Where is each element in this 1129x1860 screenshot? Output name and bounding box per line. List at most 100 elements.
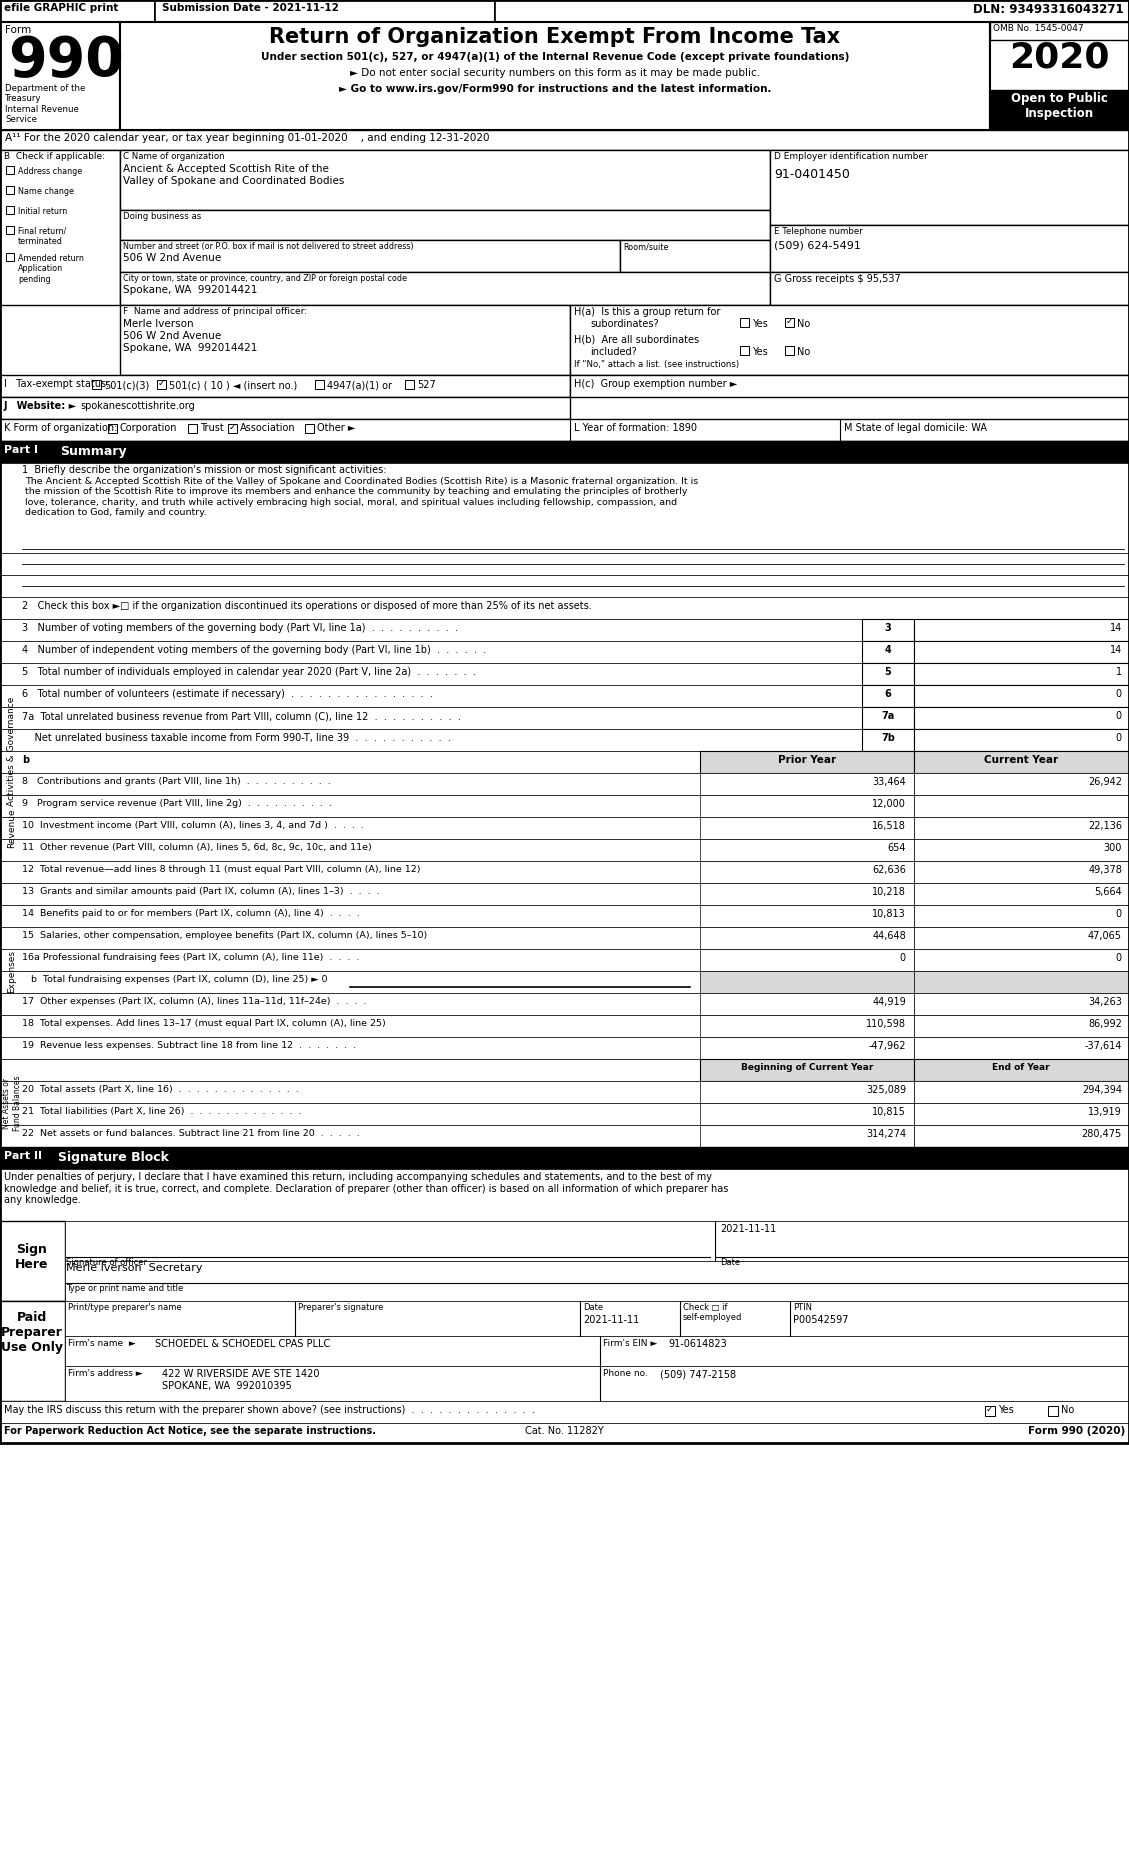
Text: DLN: 93493316043271: DLN: 93493316043271 [973, 4, 1124, 17]
Bar [120, 305, 570, 376]
Text: 44,648: 44,648 [873, 932, 905, 941]
Text: 0: 0 [1115, 711, 1122, 722]
Text: May the IRS discuss this return with the preparer shown above? (see instructions: May the IRS discuss this return with the… [5, 1404, 535, 1415]
Text: 13  Grants and similar amounts paid (Part IX, column (A), lines 1–3)  .  .  .  .: 13 Grants and similar amounts paid (Part… [21, 887, 379, 897]
Bar [700, 1038, 914, 1058]
Text: Phone no.: Phone no. [603, 1369, 648, 1378]
Bar [0, 794, 1129, 817]
Bar [0, 839, 1129, 861]
Text: 2021-11-11: 2021-11-11 [583, 1315, 639, 1324]
Text: 10,218: 10,218 [872, 887, 905, 897]
Text: b: b [21, 755, 29, 764]
Text: 12,000: 12,000 [872, 800, 905, 809]
Text: self-employed: self-employed [683, 1313, 743, 1322]
Bar [0, 376, 570, 396]
Text: 44,919: 44,919 [873, 997, 905, 1006]
Text: 506 W 2nd Avenue: 506 W 2nd Avenue [123, 331, 221, 340]
Bar [6, 186, 14, 193]
Text: 9   Program service revenue (Part VIII, line 2g)  .  .  .  .  .  .  .  .  .  .: 9 Program service revenue (Part VIII, li… [21, 800, 332, 807]
Bar [700, 993, 914, 1016]
Text: Form: Form [5, 24, 32, 35]
Text: Prior Year: Prior Year [778, 755, 837, 764]
Text: 3: 3 [885, 623, 892, 632]
Bar [120, 210, 770, 240]
Bar [914, 817, 1129, 839]
Bar [65, 1220, 1129, 1261]
Bar [984, 1406, 995, 1415]
Bar [0, 949, 1129, 971]
Text: H(c)  Group exemption number ►: H(c) Group exemption number ► [574, 379, 737, 389]
Bar [120, 151, 770, 210]
Bar [0, 971, 1129, 993]
Text: 22  Net assets or fund balances. Subtract line 21 from line 20  .  .  .  .  .: 22 Net assets or fund balances. Subtract… [21, 1129, 360, 1138]
Text: 10,813: 10,813 [873, 910, 905, 919]
Bar [739, 346, 749, 355]
Text: 14: 14 [1110, 645, 1122, 655]
Text: 300: 300 [1104, 843, 1122, 854]
Bar [0, 751, 1129, 774]
Bar [155, 0, 495, 22]
Bar [65, 1335, 1129, 1365]
Text: 10  Investment income (Part VIII, column (A), lines 3, 4, and 7d )  .  .  .  .: 10 Investment income (Part VIII, column … [21, 820, 364, 830]
Text: spokanescottishrite.org: spokanescottishrite.org [80, 402, 194, 411]
Text: Type or print name and title: Type or print name and title [65, 1283, 183, 1293]
Text: 280,475: 280,475 [1082, 1129, 1122, 1138]
Bar [65, 1261, 1129, 1300]
Text: SCHOEDEL & SCHOEDEL CPAS PLLC: SCHOEDEL & SCHOEDEL CPAS PLLC [155, 1339, 331, 1348]
Bar [6, 227, 14, 234]
Bar [120, 22, 990, 130]
Text: 18  Total expenses. Add lines 13–17 (must equal Part IX, column (A), line 25): 18 Total expenses. Add lines 13–17 (must… [21, 1019, 386, 1029]
Text: E Telephone number: E Telephone number [774, 227, 863, 236]
Text: (509) 624-5491: (509) 624-5491 [774, 240, 861, 249]
Bar [914, 774, 1129, 794]
Bar [785, 318, 794, 327]
Text: Firm's address ►: Firm's address ► [68, 1369, 142, 1378]
Bar [6, 206, 14, 214]
Text: 14: 14 [1110, 623, 1122, 632]
Text: PTIN: PTIN [793, 1304, 812, 1311]
Bar [700, 1103, 914, 1125]
Bar [0, 1058, 1129, 1081]
Text: 7b: 7b [881, 733, 895, 742]
Text: Preparer's signature: Preparer's signature [298, 1304, 384, 1311]
Text: Date: Date [720, 1257, 741, 1267]
Text: 91-0401450: 91-0401450 [774, 167, 850, 180]
Text: 0: 0 [1115, 733, 1122, 742]
Text: 654: 654 [887, 843, 905, 854]
Text: SPOKANE, WA  992010395: SPOKANE, WA 992010395 [161, 1380, 291, 1391]
Text: Trust: Trust [200, 422, 224, 433]
Bar [700, 774, 914, 794]
Text: 20  Total assets (Part X, line 16)  .  .  .  .  .  .  .  .  .  .  .  .  .  .: 20 Total assets (Part X, line 16) . . . … [21, 1084, 299, 1094]
Text: Open to Public
Inspection: Open to Public Inspection [1010, 91, 1108, 121]
Bar [0, 642, 1129, 662]
Text: 10,815: 10,815 [872, 1107, 905, 1118]
Bar [914, 971, 1129, 993]
Text: 314,274: 314,274 [866, 1129, 905, 1138]
Bar [914, 662, 1129, 684]
Text: Corporation: Corporation [120, 422, 177, 433]
Bar [0, 729, 1129, 751]
Bar [914, 684, 1129, 707]
Text: Association: Association [240, 422, 296, 433]
Text: 0: 0 [1115, 952, 1122, 963]
Text: Yes: Yes [752, 320, 768, 329]
Bar [990, 22, 1129, 130]
Text: A¹¹ For the 2020 calendar year, or tax year beginning 01-01-2020    , and ending: A¹¹ For the 2020 calendar year, or tax y… [5, 134, 490, 143]
Bar [0, 1016, 1129, 1038]
Text: ✓: ✓ [229, 422, 236, 432]
Text: H(a)  Is this a group return for: H(a) Is this a group return for [574, 307, 720, 316]
Text: Under penalties of perjury, I declare that I have examined this return, includin: Under penalties of perjury, I declare th… [5, 1172, 728, 1205]
Text: Sign
Here: Sign Here [16, 1242, 49, 1270]
Bar [914, 751, 1129, 774]
Text: 3   Number of voting members of the governing body (Part VI, line 1a)  .  .  .  : 3 Number of voting members of the govern… [21, 623, 458, 632]
Text: 8   Contributions and grants (Part VIII, line 1h)  .  .  .  .  .  .  .  .  .  .: 8 Contributions and grants (Part VIII, l… [21, 777, 331, 787]
Text: Firm's name  ►: Firm's name ► [68, 1339, 135, 1348]
Text: D Employer identification number: D Employer identification number [774, 153, 928, 162]
Text: efile GRAPHIC print: efile GRAPHIC print [5, 4, 119, 13]
Text: Ancient & Accepted Scottish Rite of the: Ancient & Accepted Scottish Rite of the [123, 164, 329, 175]
Text: Firm's EIN ►: Firm's EIN ► [603, 1339, 657, 1348]
Bar [770, 272, 1129, 305]
Text: G Gross receipts $ 95,537: G Gross receipts $ 95,537 [774, 273, 901, 285]
Text: Name change: Name change [18, 188, 75, 195]
Text: For Paperwork Reduction Act Notice, see the separate instructions.: For Paperwork Reduction Act Notice, see … [5, 1427, 376, 1436]
